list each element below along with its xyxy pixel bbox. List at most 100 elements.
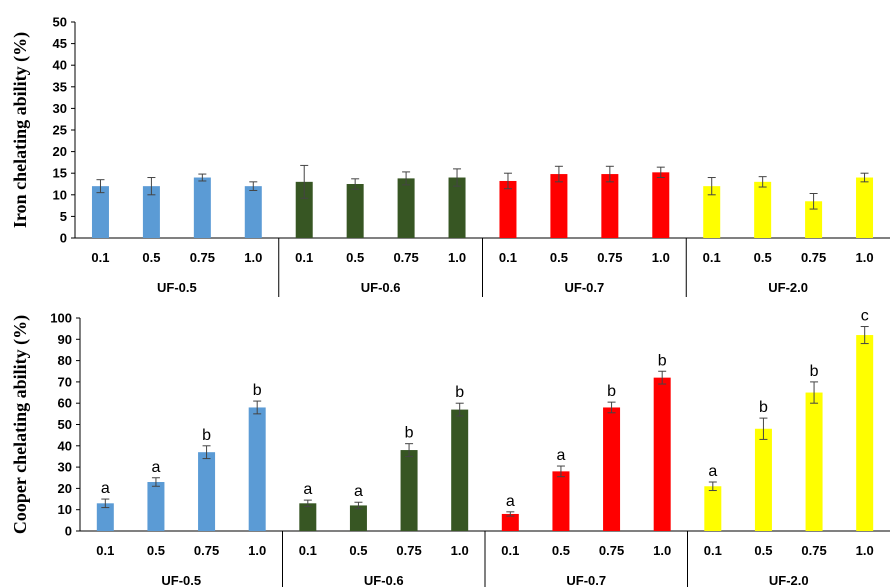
y-tick-label: 30	[58, 460, 72, 475]
significance-label: b	[405, 425, 414, 442]
bar	[147, 482, 165, 531]
y-tick-label: 5	[60, 209, 67, 224]
category-label: 0.1	[299, 543, 317, 558]
bar	[754, 428, 772, 531]
y-axis-title: Iron chelating ability (%)	[10, 32, 31, 228]
category-label: 0.75	[801, 250, 826, 265]
bar	[244, 186, 262, 238]
bar	[295, 181, 313, 238]
bar	[349, 505, 367, 531]
y-tick-label: 90	[58, 332, 72, 347]
bar	[400, 450, 418, 531]
significance-label: c	[861, 308, 869, 325]
category-label: 1.0	[448, 250, 466, 265]
category-label: 0.1	[704, 543, 722, 558]
iron-chelating-panel: 0 5 10 15 20 25 30 35 40 45 50 Iron chelating abili…	[10, 15, 890, 297]
category-label: 0.5	[147, 543, 165, 558]
bar	[499, 180, 517, 238]
bar	[601, 174, 619, 238]
category-label: 1.0	[652, 250, 670, 265]
category-label: 0.5	[550, 250, 568, 265]
y-tick-label: 0	[60, 231, 67, 246]
significance-label: b	[658, 352, 667, 369]
category-label: 0.75	[396, 543, 421, 558]
y-tick-label: 10	[53, 187, 67, 202]
copper-chelating-panel: 0 10 20 30 40 50 60 70 80 90 100 Cooper chelating a…	[10, 308, 890, 587]
bar	[704, 486, 722, 531]
significance-label: b	[253, 382, 262, 399]
bar	[248, 407, 266, 531]
bar	[703, 186, 721, 238]
bar	[653, 377, 671, 531]
y-tick-label: 25	[53, 123, 67, 138]
bar	[805, 201, 823, 238]
category-label: 0.75	[801, 543, 826, 558]
category-label: 0.5	[142, 250, 160, 265]
category-label: 0.1	[501, 543, 519, 558]
bar	[451, 409, 469, 531]
y-tick-label: 80	[58, 353, 72, 368]
bar	[397, 178, 415, 238]
significance-label: a	[101, 480, 110, 497]
category-label: 0.1	[295, 250, 313, 265]
significance-label: a	[708, 463, 717, 480]
category-label: 0.75	[393, 250, 418, 265]
significance-label: b	[759, 399, 768, 416]
category-label: 0.1	[91, 250, 109, 265]
y-tick-label: 40	[53, 58, 67, 73]
y-tick-label: 35	[53, 79, 67, 94]
bar	[299, 503, 317, 531]
bar	[550, 174, 568, 238]
significance-label: b	[607, 383, 616, 400]
bar	[91, 186, 109, 238]
y-tick-label: 60	[58, 396, 72, 411]
group-label: UF-2.0	[768, 280, 808, 295]
significance-label: a	[354, 483, 363, 500]
y-tick-label: 15	[53, 166, 67, 181]
category-label: 0.5	[754, 543, 772, 558]
group-label: UF-0.7	[566, 573, 606, 587]
group-label: UF-0.6	[364, 573, 404, 587]
y-tick-label: 45	[53, 36, 67, 51]
significance-label: a	[506, 493, 515, 510]
bar	[96, 503, 114, 531]
y-tick-label: 20	[58, 481, 72, 496]
category-label: 0.1	[703, 250, 721, 265]
category-label: 1.0	[451, 543, 469, 558]
group-label: UF-0.5	[161, 573, 201, 587]
category-label: 1.0	[248, 543, 266, 558]
category-label: 0.75	[597, 250, 622, 265]
category-label: 1.0	[856, 543, 874, 558]
y-tick-label: 30	[53, 101, 67, 116]
category-label: 0.5	[349, 543, 367, 558]
group-label: UF-0.7	[565, 280, 605, 295]
y-tick-label: 0	[65, 524, 72, 539]
bar	[142, 186, 160, 238]
y-axis-title: Cooper chelating ability (%)	[10, 315, 31, 534]
significance-label: b	[810, 363, 819, 380]
group-label: UF-0.5	[157, 280, 197, 295]
y-tick-label: 100	[50, 311, 72, 326]
bar	[603, 407, 621, 531]
category-label: 0.1	[499, 250, 517, 265]
category-label: 1.0	[855, 250, 873, 265]
category-label: 0.1	[96, 543, 114, 558]
significance-label: a	[151, 459, 160, 476]
bar	[805, 392, 823, 531]
bar	[198, 452, 216, 531]
bar	[856, 177, 874, 238]
y-tick-label: 10	[58, 502, 72, 517]
bar	[552, 471, 570, 531]
bar	[652, 172, 670, 238]
category-label: 0.75	[599, 543, 624, 558]
category-label: 0.75	[190, 250, 215, 265]
y-tick-label: 40	[58, 438, 72, 453]
group-label: UF-2.0	[769, 573, 809, 587]
significance-label: a	[303, 481, 312, 498]
category-label: 0.75	[194, 543, 219, 558]
significance-label: a	[556, 447, 565, 464]
category-label: 1.0	[653, 543, 671, 558]
significance-label: b	[455, 384, 464, 401]
bar	[501, 513, 519, 531]
category-label: 0.5	[754, 250, 772, 265]
